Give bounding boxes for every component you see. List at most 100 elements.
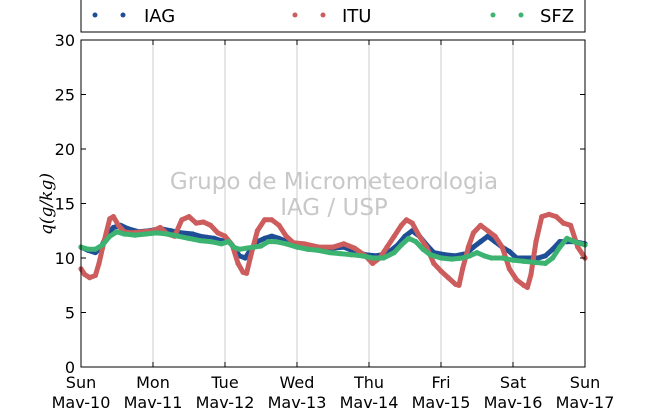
legend[interactable]: IAG ITU SFZ	[80, 0, 586, 33]
data-point	[470, 244, 476, 250]
data-point	[283, 233, 289, 239]
data-point	[251, 244, 257, 250]
y-tick-label: 5	[65, 304, 75, 323]
data-point	[236, 246, 242, 252]
y-tick-label: 20	[55, 140, 75, 159]
data-point	[262, 217, 268, 223]
watermark-line-1: Grupo de Micrometeorologia	[170, 169, 498, 195]
x-tick-label-date: Mav-11	[124, 393, 183, 409]
data-point	[557, 244, 563, 250]
data-point	[92, 272, 98, 279]
axes: 051015202530SunMav-10MonMav-11TueMav-12W…	[52, 31, 615, 409]
data-series	[78, 211, 588, 291]
data-point	[470, 230, 476, 236]
data-point	[294, 244, 300, 250]
data-point	[352, 245, 358, 251]
data-point	[485, 228, 491, 234]
data-point	[100, 242, 106, 248]
data-point	[370, 255, 376, 261]
data-point	[391, 233, 397, 239]
data-point	[406, 235, 412, 241]
data-point	[107, 233, 113, 239]
data-point	[283, 241, 289, 247]
data-point	[398, 242, 404, 248]
x-tick-label-date: Mav-17	[556, 393, 615, 409]
x-tick-label-day: Sun	[570, 373, 600, 392]
data-point	[359, 253, 365, 259]
data-point	[499, 244, 505, 250]
data-point	[409, 220, 415, 226]
data-point	[341, 241, 347, 247]
legend-marker	[292, 12, 298, 18]
data-point	[222, 233, 228, 239]
data-point	[492, 233, 498, 239]
gridlines	[152, 40, 514, 367]
legend-label: IAG	[144, 6, 175, 27]
data-point	[337, 251, 343, 257]
data-point	[330, 244, 336, 250]
data-point	[391, 249, 397, 256]
data-point	[316, 247, 322, 253]
data-point	[269, 233, 275, 239]
data-point	[488, 255, 494, 261]
data-point	[110, 224, 116, 231]
data-point	[542, 253, 549, 259]
data-point	[305, 246, 311, 252]
legend-box	[80, 0, 586, 33]
data-point	[485, 233, 491, 239]
data-point	[553, 213, 559, 220]
data-point	[431, 260, 437, 267]
data-point	[546, 211, 552, 217]
data-point	[218, 241, 224, 247]
legend-marker	[92, 12, 98, 18]
x-tick-label-date: Mav-14	[340, 393, 399, 409]
data-point	[110, 213, 116, 220]
data-point	[416, 233, 422, 239]
data-point	[398, 222, 404, 228]
data-point	[380, 255, 386, 261]
data-point	[326, 249, 332, 256]
y-axis-label: q(g/kg)	[37, 173, 57, 235]
data-point	[208, 239, 214, 245]
data-point	[532, 259, 538, 265]
x-tick-label-day: Sat	[500, 373, 526, 392]
x-tick-label-day: Wed	[280, 373, 315, 392]
data-point	[521, 258, 527, 264]
data-point	[514, 277, 520, 283]
data-point	[190, 231, 196, 237]
data-point	[438, 255, 444, 261]
data-point	[164, 231, 170, 237]
data-point	[384, 244, 390, 250]
x-tick-label-day: Thu	[353, 373, 384, 392]
y-tick-label: 0	[65, 358, 75, 377]
data-point	[506, 248, 512, 255]
x-tick-label-day: Fri	[431, 373, 450, 392]
data-point	[186, 213, 192, 220]
data-point	[481, 253, 487, 259]
legend-item-iag[interactable]: IAG	[92, 6, 176, 27]
data-point	[157, 224, 163, 231]
data-point	[226, 239, 232, 245]
data-point	[265, 239, 271, 245]
data-point	[465, 244, 471, 250]
data-point	[571, 239, 577, 245]
data-point	[215, 230, 221, 236]
data-point	[510, 257, 516, 263]
x-tick-label-day: Mon	[136, 373, 170, 392]
data-point	[235, 260, 241, 267]
data-point	[301, 241, 307, 247]
data-point	[242, 255, 248, 261]
data-point	[575, 244, 581, 250]
x-tick-label-day: Sun	[66, 373, 96, 392]
legend-item-sfz[interactable]: SFZ	[490, 6, 575, 27]
y-tick-label: 30	[55, 31, 75, 50]
data-point	[460, 255, 466, 261]
data-point	[564, 235, 570, 241]
data-point	[204, 234, 210, 240]
data-point	[403, 217, 410, 223]
legend-item-itu[interactable]: ITU	[292, 6, 372, 27]
data-point	[231, 244, 237, 250]
watermark-line-2: IAG / USP	[280, 195, 388, 221]
data-point	[276, 222, 282, 228]
data-point	[193, 220, 199, 226]
